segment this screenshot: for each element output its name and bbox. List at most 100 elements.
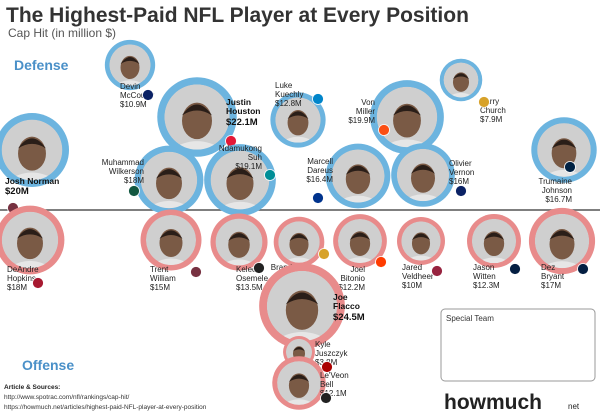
- player-first-name: Trumaine: [539, 177, 573, 186]
- player-first-name: Jared: [402, 263, 422, 272]
- player-hair: [411, 233, 431, 241]
- player-bubble: BarryChurch$7.9M: [439, 58, 506, 124]
- player-value: $12.1M: [320, 389, 347, 398]
- player-hair: [156, 169, 182, 179]
- player-photo: [288, 373, 310, 398]
- player-hair: [120, 57, 140, 64]
- player-first-name: Ndamukong: [219, 144, 262, 153]
- chart-subtitle: Cap Hit (in million $): [8, 26, 116, 40]
- player-first-name: Devin: [120, 82, 140, 91]
- player-hair: [287, 111, 309, 119]
- texans-logo: [32, 277, 44, 289]
- player-photo: [452, 72, 470, 92]
- player-value: $19.9M: [348, 116, 375, 125]
- player-last-name: Veldheer: [402, 272, 434, 281]
- player-photo: [156, 167, 182, 200]
- player-photo: [228, 231, 250, 258]
- special-team-title: Special Team: [446, 314, 494, 323]
- player-last-name: Dareus: [307, 166, 333, 175]
- offense-label: Offense: [22, 357, 74, 373]
- player-hair: [345, 165, 371, 175]
- player-last-name: Bryant: [541, 272, 565, 281]
- player-value: $16.7M: [545, 195, 572, 204]
- player-last-name: McCourty: [120, 91, 154, 100]
- player-photo: [226, 167, 254, 200]
- player-last-name: Hopkins: [7, 274, 36, 283]
- player-value: $10.9M: [120, 100, 147, 109]
- player-last-name: Witten: [473, 272, 496, 281]
- player-hair: [289, 234, 309, 241]
- special-team-box: [440, 308, 596, 382]
- source-link-2[interactable]: https://howmuch.net/articles/highest-pai…: [4, 404, 207, 411]
- player-value: $20M: [5, 186, 29, 197]
- player-hair: [349, 232, 371, 240]
- sources-heading: Article & Sources:: [4, 384, 60, 391]
- steelers-logo: [320, 392, 332, 404]
- brand-suffix: net: [568, 402, 580, 411]
- source-link-1[interactable]: http://www.spotrac.com/nfl/rankings/cap-…: [4, 394, 130, 401]
- patriots-logo: [142, 89, 154, 101]
- player-photo: [551, 138, 577, 169]
- player-hair: [285, 292, 319, 305]
- redskins-logo: [190, 266, 202, 278]
- chart-title: The Highest-Paid NFL Player at Every Pos…: [6, 4, 469, 27]
- player-hair: [549, 230, 575, 240]
- player-photo: [549, 229, 575, 260]
- player-value: $17M: [541, 281, 561, 290]
- player-hair: [551, 139, 577, 149]
- player-photo: [17, 227, 43, 260]
- broncos-logo: [378, 124, 390, 136]
- player-photo: [411, 232, 431, 255]
- player-photo: [289, 232, 309, 257]
- player-first-name: Jason: [473, 263, 494, 272]
- player-last-name: Kuechly: [275, 90, 303, 99]
- player-last-name: Vernon: [449, 168, 474, 177]
- player-first-name: Marcell: [307, 157, 333, 166]
- player-value: $12.3M: [473, 281, 500, 290]
- brand-logo: howmuch: [444, 391, 542, 414]
- browns-logo: [375, 256, 387, 268]
- cardinals-logo: [431, 265, 443, 277]
- panthers-logo: [312, 93, 324, 105]
- player-last-name: Osemele: [236, 274, 269, 283]
- cowboys-logo: [577, 263, 589, 275]
- player-last-name: Miller: [356, 107, 375, 116]
- player-hair: [228, 232, 250, 241]
- player-first-name: Kyle: [315, 340, 331, 349]
- player-first-name: Luke: [275, 81, 293, 90]
- raiders-logo: [253, 262, 265, 274]
- player-first-name: Joel: [350, 265, 365, 274]
- player-photo: [159, 228, 183, 258]
- player-photo: [411, 163, 435, 193]
- player-hair: [483, 232, 505, 240]
- player-hair: [288, 374, 310, 382]
- player-photo: [349, 231, 371, 256]
- player-last-name: Bitonio: [341, 274, 366, 283]
- player-value: $24.5M: [333, 312, 365, 323]
- player-hair: [292, 346, 306, 352]
- player-last-name: Church: [480, 106, 506, 115]
- player-hair: [182, 104, 212, 116]
- 49ers-logo: [321, 361, 333, 373]
- player-value: $13.5M: [236, 283, 263, 292]
- player-first-name: Kelechi: [236, 265, 262, 274]
- player-first-name: Joe: [333, 292, 348, 302]
- player-hair: [18, 138, 46, 149]
- player-last-name: Suh: [248, 153, 262, 162]
- player-value: $12.2M: [338, 283, 365, 292]
- player-photo: [393, 103, 421, 138]
- bills-logo: [312, 192, 324, 204]
- player-first-name: Muhammad: [102, 158, 144, 167]
- player-hair: [17, 229, 43, 239]
